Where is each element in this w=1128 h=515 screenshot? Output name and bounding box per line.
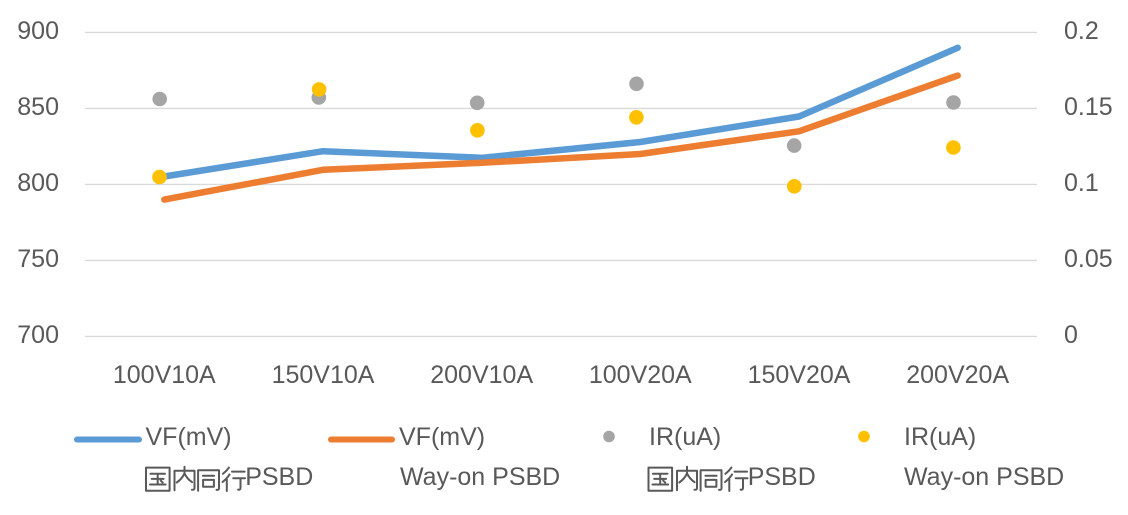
svg-text:0.05: 0.05 — [1064, 245, 1113, 273]
svg-text:0: 0 — [1064, 321, 1078, 349]
svg-text:200V20A: 200V20A — [906, 361, 1009, 389]
svg-text:0.2: 0.2 — [1064, 17, 1099, 45]
svg-text:800: 800 — [17, 169, 59, 197]
svg-text:150V20A: 150V20A — [748, 361, 851, 389]
svg-text:IR(uA): IR(uA) — [904, 423, 976, 451]
svg-text:0.1: 0.1 — [1064, 169, 1099, 197]
svg-text:VF(mV): VF(mV) — [146, 423, 232, 451]
svg-text:VF(mV): VF(mV) — [399, 423, 485, 451]
svg-text:200V10A: 200V10A — [430, 361, 533, 389]
svg-text:750: 750 — [17, 245, 59, 273]
svg-text:PSBD: PSBD — [748, 463, 816, 491]
svg-text:100V10A: 100V10A — [113, 361, 216, 389]
svg-text:700: 700 — [17, 321, 59, 349]
svg-text:900: 900 — [17, 17, 59, 45]
svg-text:850: 850 — [17, 93, 59, 121]
svg-text:150V10A: 150V10A — [272, 361, 375, 389]
svg-text:Way-on PSBD: Way-on PSBD — [904, 463, 1064, 491]
svg-text:100V20A: 100V20A — [589, 361, 692, 389]
svg-text:PSBD: PSBD — [245, 463, 313, 491]
svg-text:0.15: 0.15 — [1064, 93, 1113, 121]
svg-text:IR(uA): IR(uA) — [649, 423, 721, 451]
svg-text:Way-on PSBD: Way-on PSBD — [400, 463, 560, 491]
